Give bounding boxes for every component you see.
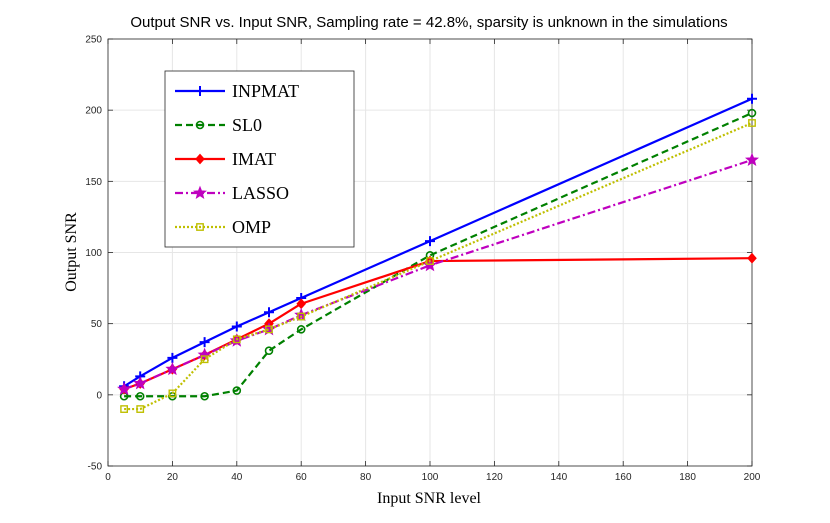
y-axis-label: Output SNR	[63, 212, 80, 292]
data-point-lasso	[165, 361, 180, 376]
x-tick-label: 140	[550, 472, 567, 483]
legend-label: SL0	[232, 115, 262, 135]
y-tick-label: 200	[85, 106, 102, 117]
legend-marker	[196, 223, 204, 231]
legend-item-lasso: LASSO	[175, 183, 289, 203]
y-tick-label: 0	[96, 390, 102, 401]
x-tick-label: 60	[296, 472, 308, 483]
data-point-sl0	[264, 346, 274, 356]
series-omp	[120, 119, 756, 413]
data-point-imat	[747, 252, 757, 264]
x-tick-label: 160	[615, 472, 632, 483]
data-point-lasso	[197, 347, 212, 361]
x-axis-label: Input SNR level	[377, 490, 482, 507]
series-group	[117, 93, 760, 413]
data-point-inpmat	[425, 236, 435, 247]
data-point-sl0	[232, 386, 242, 395]
data-point-sl0	[200, 391, 209, 401]
legend-marker	[195, 86, 205, 96]
x-tick-label: 200	[744, 472, 761, 483]
legend-item-sl0: SL0	[175, 115, 262, 135]
x-tick-label: 100	[422, 472, 439, 483]
legend: INPMAT SL0 IMAT LASSO OMP	[164, 70, 355, 248]
legend-marker	[195, 153, 205, 165]
legend-label: INPMAT	[232, 81, 299, 101]
x-tick-label: 20	[167, 472, 179, 483]
data-point-omp	[297, 312, 306, 321]
x-tick-label: 40	[231, 472, 243, 483]
y-tick-label: 250	[85, 35, 102, 46]
data-point-omp	[120, 405, 129, 413]
legend-label: IMAT	[232, 149, 276, 169]
legend-item-omp: OMP	[175, 217, 271, 237]
axis-ticks: 0 20 40 60 80 100 120 140 160 180 200-500501001502…	[85, 35, 760, 484]
data-point-omp	[168, 389, 177, 398]
legend-item-imat: IMAT	[175, 149, 276, 169]
data-point-omp	[136, 405, 145, 413]
data-point-omp	[232, 335, 241, 344]
x-tick-label: 0	[105, 472, 111, 483]
data-point-lasso	[744, 152, 760, 166]
legend-marker	[195, 120, 205, 130]
x-tick-label: 180	[679, 472, 696, 483]
y-tick-label: 50	[91, 319, 103, 330]
data-point-inpmat	[199, 337, 210, 348]
data-point-imat	[296, 298, 307, 310]
data-point-lasso	[117, 381, 132, 396]
x-tick-label: 120	[486, 472, 503, 483]
y-tick-label: 100	[85, 248, 102, 259]
x-tick-label: 80	[360, 472, 372, 483]
legend-label: LASSO	[232, 183, 289, 203]
data-point-inpmat	[264, 307, 274, 318]
data-point-omp	[748, 119, 756, 127]
series-line-omp	[124, 121, 753, 411]
data-point-lasso	[133, 376, 148, 390]
y-tick-label: -50	[88, 462, 103, 473]
data-point-inpmat	[167, 352, 178, 363]
data-point-sl0	[296, 325, 306, 334]
chart-title: Output SNR vs. Input SNR, Sampling rate …	[130, 14, 727, 31]
data-point-inpmat	[231, 321, 242, 332]
series-line-sl0	[124, 112, 753, 398]
data-point-sl0	[747, 108, 757, 118]
data-point-inpmat	[747, 93, 757, 104]
data-point-omp	[200, 355, 209, 364]
y-tick-label: 150	[85, 177, 102, 188]
data-point-omp	[426, 257, 434, 265]
data-point-omp	[265, 325, 273, 334]
legend-marker	[192, 185, 208, 199]
legend-item-inpmat: INPMAT	[175, 81, 299, 101]
data-point-sl0	[135, 391, 145, 401]
legend-label: OMP	[232, 217, 271, 237]
series-line-lasso	[123, 158, 753, 391]
